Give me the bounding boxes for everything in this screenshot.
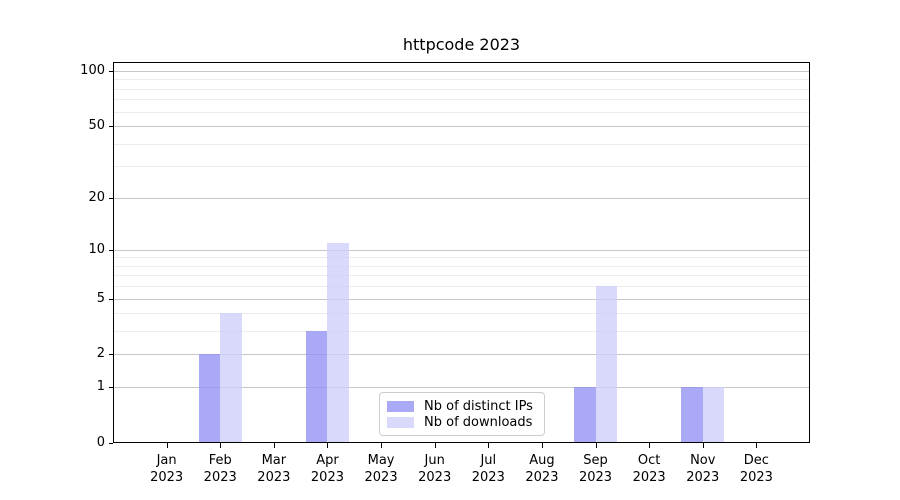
legend-swatch-downloads-icon [387,416,414,428]
y-gridline-minor-3 [114,331,809,332]
bar-distinct-ips-feb [198,354,221,442]
x-tick-oct [649,443,651,448]
y-tick-label-20: 20 [88,190,105,205]
x-tick-label-mar: Mar 2023 [257,453,291,485]
x-tick-apr [327,443,329,448]
x-tick-label-aug: Aug 2023 [525,453,559,485]
legend-swatch-distinct-ips-icon [387,400,414,412]
y-gridline-minor-80 [114,89,809,90]
x-tick-label-oct: Oct 2023 [632,453,666,485]
y-tick-label-50: 50 [88,118,105,133]
y-gridline-minor-30 [114,166,809,167]
y-gridline-minor-70 [114,99,809,100]
y-tick-label-5: 5 [96,291,105,306]
y-gridline-major-20 [114,198,809,199]
y-tick-label-1: 1 [96,379,105,394]
y-gridline-major-50 [114,126,809,127]
y-gridline-minor-40 [114,144,809,145]
x-tick-label-apr: Apr 2023 [310,453,344,485]
bar-downloads-nov [702,387,725,442]
x-tick-mar [273,443,275,448]
y-gridline-major-2 [114,354,809,355]
y-gridline-major-5 [114,299,809,300]
x-tick-label-jul: Jul 2023 [471,453,505,485]
x-tick-label-dec: Dec 2023 [739,453,773,485]
x-tick-label-jan: Jan 2023 [150,453,184,485]
x-tick-may [381,443,383,448]
y-gridline-major-1 [114,387,809,388]
x-tick-label-may: May 2023 [364,453,398,485]
x-tick-label-nov: Nov 2023 [686,453,720,485]
x-tick-jan [166,443,168,448]
y-tick-5 [109,299,113,300]
x-tick-label-jun: Jun 2023 [418,453,452,485]
legend-item-downloads: Nb of downloads [387,415,536,430]
y-gridline-minor-7 [114,275,809,276]
bar-distinct-ips-nov [681,387,703,442]
y-tick-2 [109,354,113,355]
y-tick-20 [109,198,113,199]
x-tick-aug [541,443,543,448]
x-tick-sep [595,443,597,448]
y-gridline-minor-4 [114,313,809,314]
bar-downloads-apr [327,242,349,442]
bar-downloads-feb [220,313,242,442]
y-gridline-minor-9 [114,257,809,258]
legend: Nb of distinct IPs Nb of downloads [379,392,545,436]
x-tick-feb [220,443,222,448]
y-tick-100 [109,71,113,72]
chart-title: httpcode 2023 [402,35,521,54]
x-tick-label-feb: Feb 2023 [203,453,237,485]
bar-distinct-ips-apr [306,331,328,442]
plot-area [113,62,810,443]
y-tick-label-2: 2 [96,346,105,361]
y-gridline-minor-90 [114,79,809,80]
y-tick-50 [109,126,113,127]
y-tick-label-100: 100 [80,63,105,78]
y-gridline-major-10 [114,250,809,251]
legend-label-distinct-ips: Nb of distinct IPs [424,398,533,414]
legend-item-distinct-ips: Nb of distinct IPs [387,399,536,414]
x-tick-dec [756,443,758,448]
y-gridline-minor-8 [114,266,809,267]
x-tick-nov [702,443,704,448]
y-tick-label-0: 0 [96,435,105,450]
y-gridline-major-100 [114,71,809,72]
y-tick-1 [109,387,113,388]
bar-distinct-ips-sep [574,387,596,442]
y-gridline-minor-6 [114,286,809,287]
legend-label-downloads: Nb of downloads [424,414,533,430]
bar-downloads-sep [595,286,617,442]
x-tick-jun [434,443,436,448]
y-tick-10 [109,250,113,251]
y-gridline-minor-60 [114,112,809,113]
y-tick-label-10: 10 [88,242,105,257]
x-tick-label-sep: Sep 2023 [578,453,613,485]
x-tick-jul [488,443,490,448]
y-tick-0 [109,443,113,444]
